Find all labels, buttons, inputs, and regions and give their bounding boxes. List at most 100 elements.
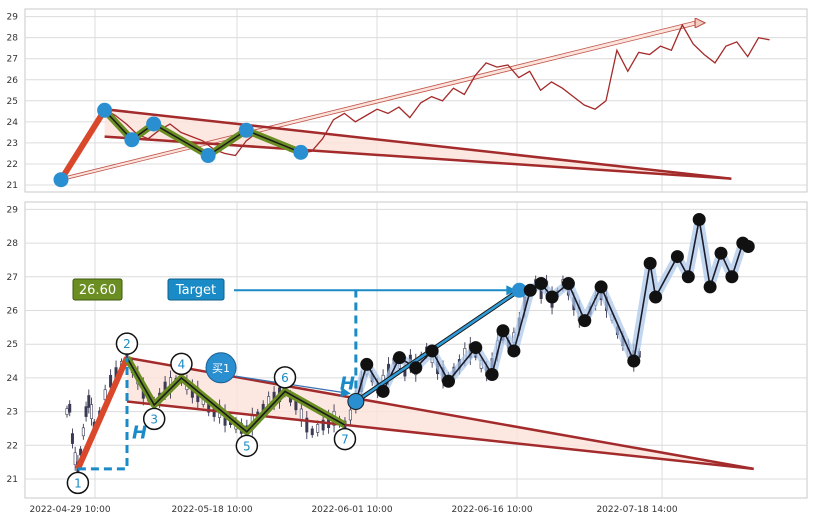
pivot-label-3: 3 <box>150 412 158 426</box>
detail-marks: H H 买1 1 2 3 4 5 6 7 <box>65 213 755 495</box>
pivot-circle-4 <box>170 352 193 376</box>
h-measure-left <box>77 357 129 471</box>
target-leg-inner <box>355 289 521 403</box>
candle-body-50 <box>310 428 314 436</box>
detail-y-tick-21: 21 <box>7 475 18 485</box>
pivot-circle-6 <box>273 366 297 389</box>
buy-marker-bubble <box>205 352 237 384</box>
forecast-dot-13 <box>561 277 575 291</box>
detail-x-tick-1: 2022-05-18 10:00 <box>171 505 252 515</box>
buy-point <box>347 392 365 410</box>
candle-body-1 <box>68 403 72 413</box>
forecast-dot-23 <box>714 246 728 260</box>
pivot-label-6: 6 <box>281 371 289 385</box>
overview-y-tick-24: 24 <box>7 118 19 128</box>
forecast-dot-2 <box>392 351 406 365</box>
overview-y-tick-25: 25 <box>7 97 18 107</box>
target-value-box-bg <box>72 278 123 301</box>
candle-body-0 <box>65 408 69 415</box>
candle-body-57 <box>348 409 352 421</box>
overview-impulse-leg <box>58 108 108 182</box>
candle-body-3 <box>73 452 77 466</box>
overview-price-line <box>60 23 770 180</box>
detail-y-tick-26: 26 <box>7 307 19 317</box>
pivot-label-2: 2 <box>123 337 131 351</box>
overview-lower-trend <box>104 135 732 180</box>
overview-marks <box>53 21 770 188</box>
detail-grid <box>25 202 807 498</box>
detail-y-tick-23: 23 <box>7 408 18 418</box>
overview-pivot-6 <box>238 122 254 138</box>
detail-x-tick-4: 2022-07-18 14:00 <box>596 505 677 515</box>
forecast-dot-12 <box>545 290 559 304</box>
forecast-dot-24 <box>725 270 739 284</box>
detail-zigzag-inner <box>126 357 346 433</box>
h-label-right: H <box>340 373 355 394</box>
pivot-circle-1 <box>66 471 90 495</box>
candle-body-5 <box>79 448 83 456</box>
target-value-box: 26.60 <box>72 278 123 301</box>
candle-body-9 <box>90 404 94 419</box>
overview-pivot-2 <box>97 102 113 118</box>
buy-marker-label: 买1 <box>212 362 230 375</box>
pivot-circle-3 <box>142 407 166 431</box>
overview-pivot-3 <box>124 132 140 148</box>
forecast-dot-26 <box>741 239 755 253</box>
candle-body-6 <box>81 427 85 437</box>
detail-impulse-leg <box>75 356 130 471</box>
target-label-bg <box>167 278 225 301</box>
detail-lower-trend <box>126 400 754 471</box>
target-label-text: Target <box>175 283 216 298</box>
detail-y-tick-29: 29 <box>7 205 19 215</box>
overview-upper-trend <box>104 107 732 180</box>
overview-y-tick-28: 28 <box>7 34 19 44</box>
detail-x-tick-0: 2022-04-29 10:00 <box>29 505 110 515</box>
forecast-line <box>355 219 749 402</box>
detail-y-tick-24: 24 <box>7 374 19 384</box>
detail-y-axis: 21 22 23 24 25 26 27 28 29 <box>7 205 19 485</box>
pivot-label-4: 4 <box>178 357 186 371</box>
detail-y-tick-28: 28 <box>7 239 19 249</box>
forecast-dot-21 <box>692 213 706 227</box>
detail-y-tick-27: 27 <box>7 273 18 283</box>
target-value-text: 26.60 <box>79 283 116 298</box>
detail-y-tick-22: 22 <box>7 441 18 451</box>
target-label-box: Target <box>167 278 225 301</box>
forecast-dot-18 <box>649 290 663 304</box>
pivot-label-1: 1 <box>74 476 82 490</box>
overview-pivot-4 <box>146 116 162 132</box>
pivot-circle-2 <box>115 332 139 355</box>
overview-panel: 21 22 23 24 25 26 27 28 29 <box>7 8 808 193</box>
pivot-circle-7 <box>333 427 357 451</box>
forecast-dot-1 <box>376 384 390 398</box>
forecast-dot-20 <box>681 270 695 284</box>
candle-body-52 <box>321 419 325 431</box>
forecast-dot-8 <box>496 324 510 338</box>
forecast-dot-7 <box>485 368 499 382</box>
candle-body-7 <box>84 406 88 417</box>
forecast-dot-17 <box>643 256 657 270</box>
overview-y-tick-23: 23 <box>7 139 18 149</box>
forecast-dot-10 <box>523 283 537 297</box>
forecast-dot-6 <box>469 341 483 355</box>
h-label-left: H <box>132 423 147 444</box>
forecast-dot-22 <box>703 280 717 294</box>
pivot-label-7: 7 <box>341 433 349 447</box>
detail-x-axis: 2022-04-29 10:00 2022-05-18 10:00 2022-06-… <box>29 505 677 515</box>
overview-pivot-5 <box>200 148 216 164</box>
pivot-label-5: 5 <box>243 439 251 453</box>
candle-body-8 <box>87 395 91 408</box>
forecast-dot-3 <box>409 361 423 375</box>
detail-x-tick-2: 2022-06-01 10:00 <box>311 505 392 515</box>
overview-y-tick-29: 29 <box>7 13 19 23</box>
forecast-dot-11 <box>534 277 548 291</box>
pivot-circle-5 <box>235 434 259 458</box>
overview-y-tick-26: 26 <box>7 76 19 86</box>
overview-y-tick-22: 22 <box>7 160 18 170</box>
forecast-dot-0 <box>360 357 374 371</box>
overview-pivot-7 <box>293 144 309 160</box>
overview-y-tick-27: 27 <box>7 55 18 65</box>
forecast-dot-15 <box>594 280 608 294</box>
